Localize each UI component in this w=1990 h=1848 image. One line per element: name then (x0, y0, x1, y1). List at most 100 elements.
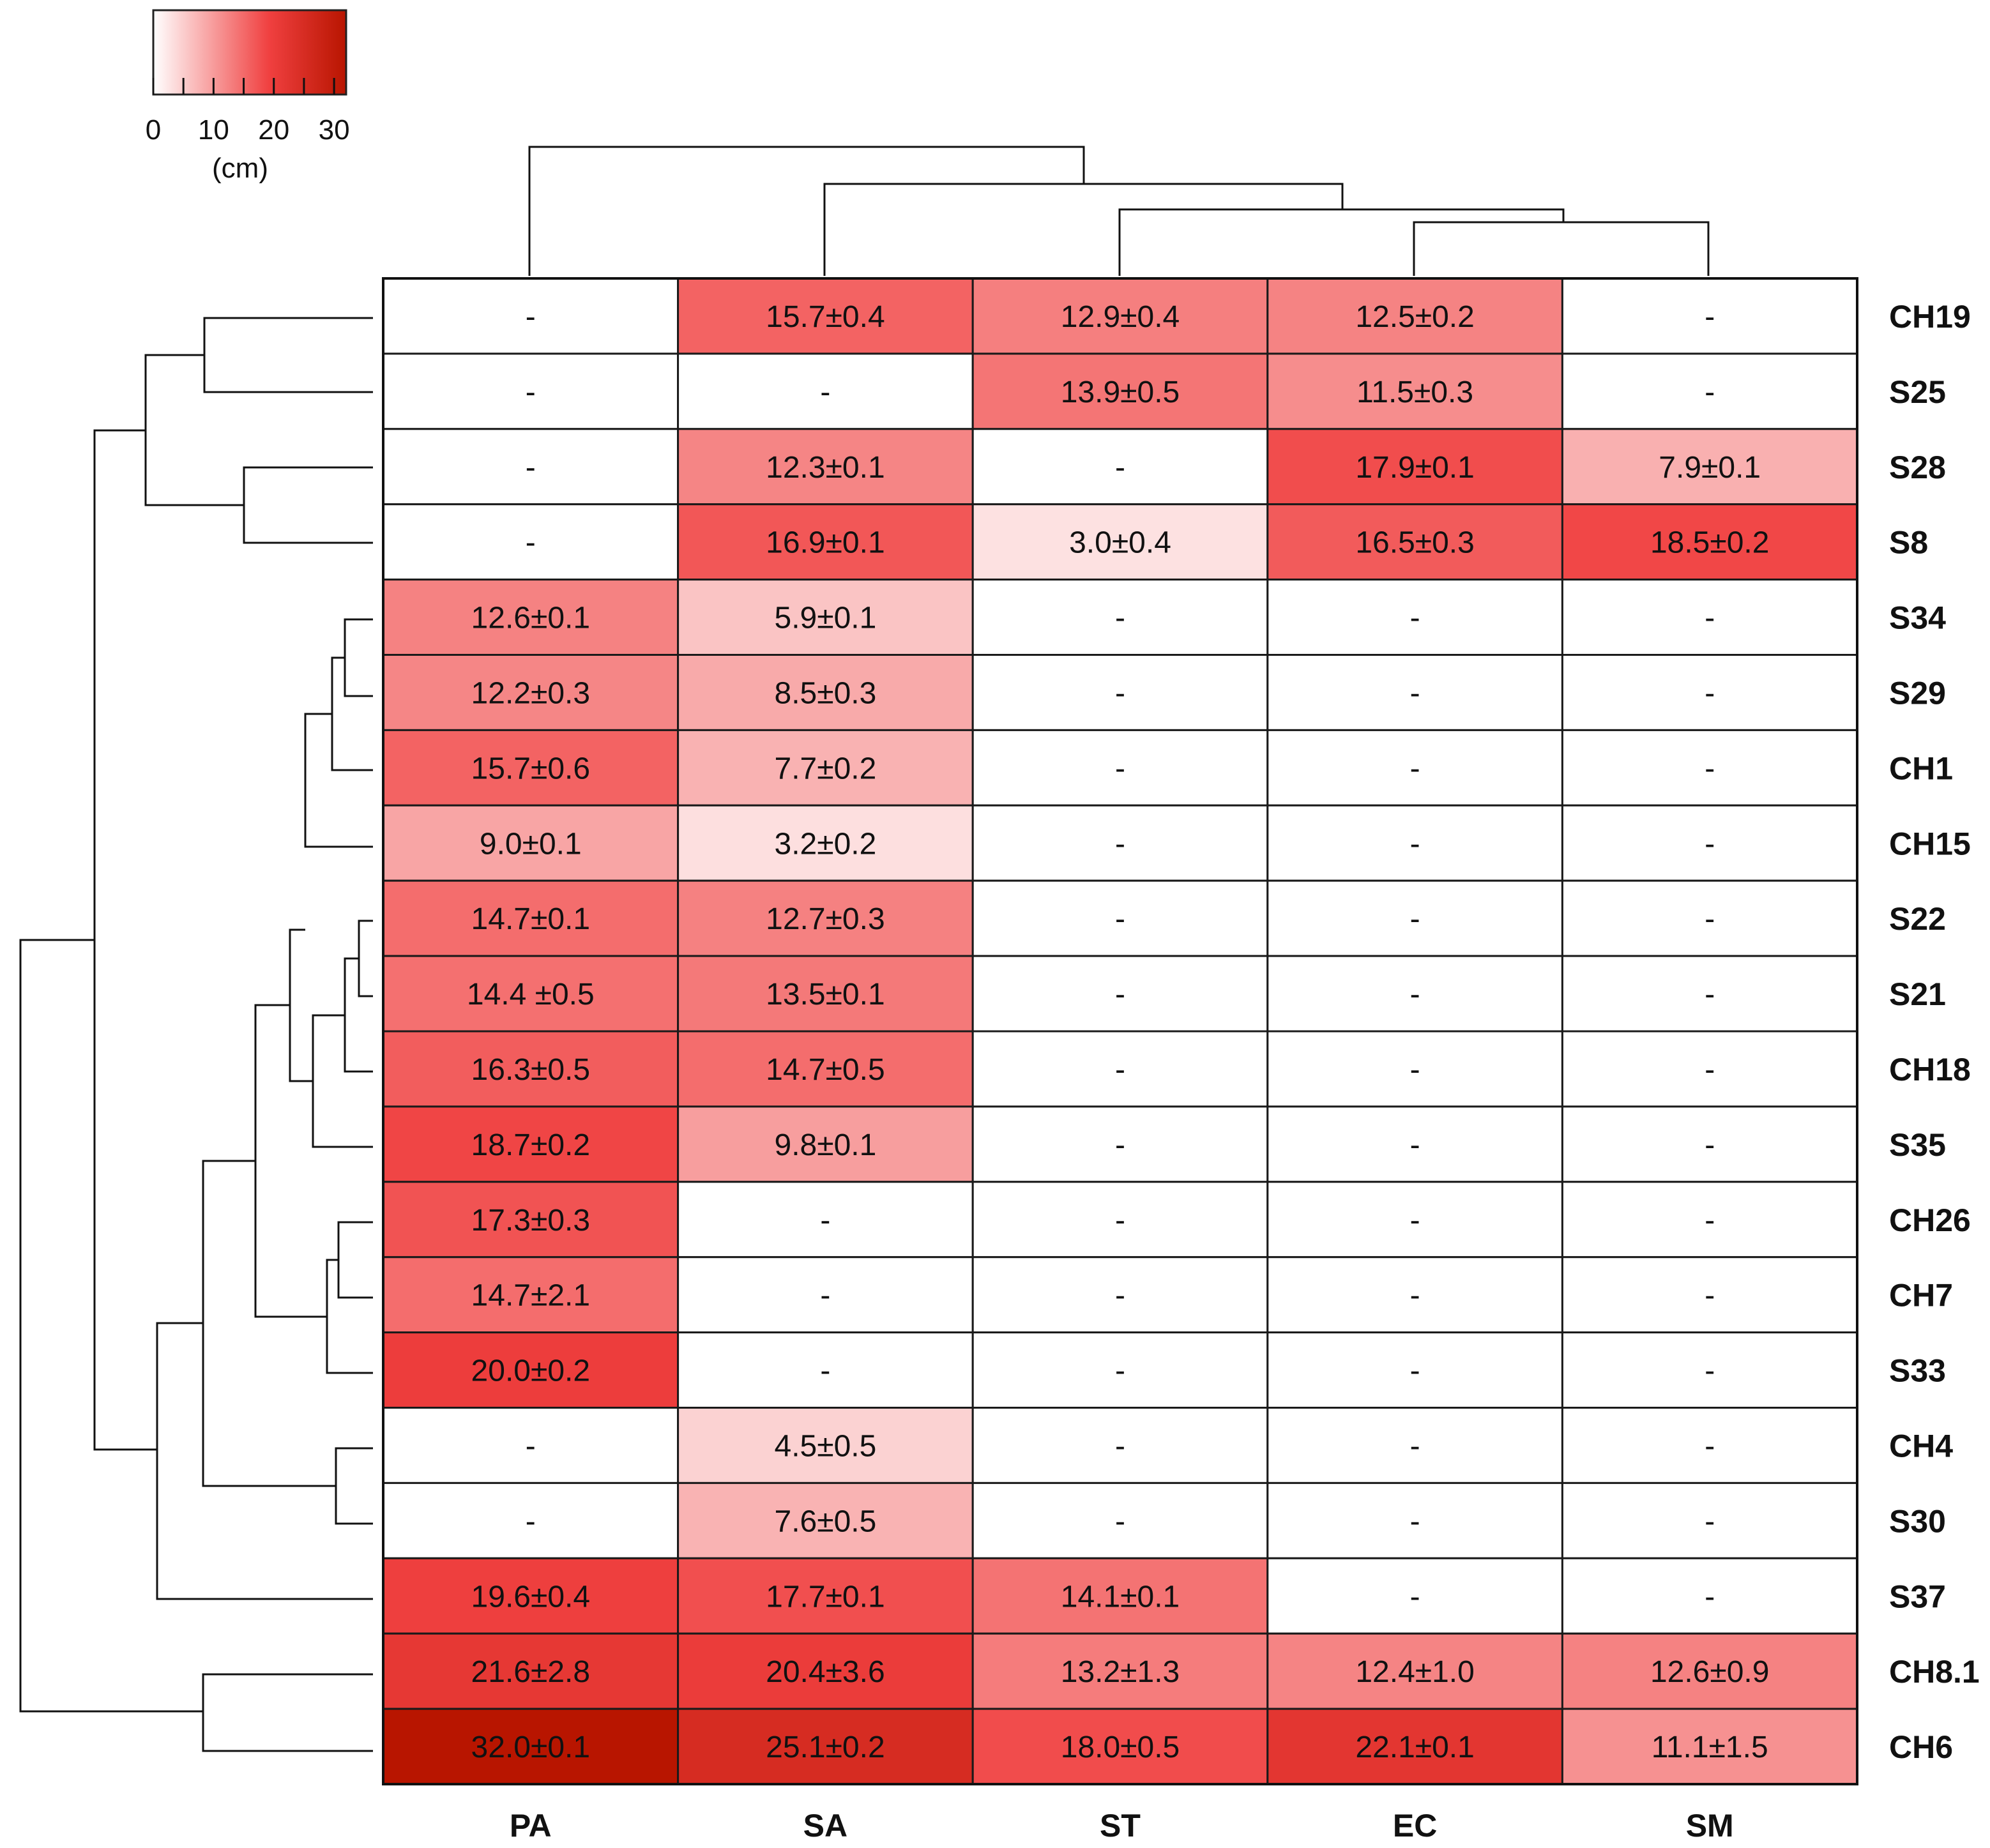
cell-value-label: - (1410, 902, 1420, 936)
cell-value-label: - (1705, 1279, 1715, 1313)
cell-value-label: - (1115, 902, 1125, 936)
cell-value-label: - (1115, 752, 1125, 785)
row-label: S8 (1889, 525, 1928, 561)
cell-value-label: - (1115, 978, 1125, 1011)
heatmap-cell (1266, 579, 1563, 656)
row-label: S33 (1889, 1353, 1946, 1389)
cell-value-label: - (1410, 1429, 1420, 1463)
row-label: CH26 (1889, 1202, 1971, 1238)
cell-value-label: 17.7±0.1 (766, 1580, 885, 1614)
cell-value-label: 12.9±0.4 (1061, 300, 1180, 334)
heatmap-cell (971, 955, 1269, 1033)
cell-value-label: - (1115, 1128, 1125, 1162)
cell-value-label: 18.5±0.2 (1650, 526, 1770, 560)
heatmap-cell (677, 654, 974, 731)
cell-value-label: 25.1±0.2 (766, 1731, 885, 1764)
cell-value-label: - (526, 1429, 536, 1463)
column-labels: PA SA ST EC SM (510, 1808, 1734, 1844)
cell-value-label: 13.2±1.3 (1061, 1655, 1180, 1689)
row-label: S35 (1889, 1127, 1946, 1163)
row-labels: CH19 S25 S28 S8 S34 S29 CH1 CH15 S22 S21 CH18 S35 CH… (1889, 299, 1980, 1765)
heatmap-cell (677, 352, 974, 430)
cell-value-label: 20.0±0.2 (471, 1354, 591, 1388)
heatmap-cell (382, 1030, 680, 1108)
heatmap-cell (971, 1331, 1269, 1409)
cell-value-label: - (1705, 752, 1715, 785)
cell-value-label: - (1115, 1354, 1125, 1388)
cell-value-label: - (1115, 827, 1125, 861)
column-label: EC (1393, 1808, 1437, 1844)
heatmap-cell (1561, 1481, 1858, 1559)
row-label: S37 (1889, 1579, 1946, 1614)
row-dendrogram (19, 317, 373, 1752)
heatmap-cell (1266, 729, 1563, 807)
cell-value-label: - (1705, 300, 1715, 334)
cell-value-label: - (1410, 1504, 1420, 1538)
cell-value-label: 12.2±0.3 (471, 676, 591, 710)
cell-value-label: 32.0±0.1 (471, 1731, 591, 1764)
cell-value-label: - (820, 1354, 830, 1388)
row-label: S22 (1889, 901, 1946, 937)
cell-value-label: 16.9±0.1 (766, 526, 885, 560)
cell-value-label: - (1410, 602, 1420, 635)
cell-value-label: - (1705, 375, 1715, 409)
heatmap-cell (677, 804, 974, 882)
row-label: S25 (1889, 374, 1946, 410)
heatmap-cell (1561, 579, 1858, 656)
heatmap-border (382, 277, 1858, 1785)
cell-value-label: - (820, 1204, 830, 1238)
cell-value-label: - (1705, 1504, 1715, 1538)
cell-value-label: 8.5±0.3 (775, 676, 877, 710)
heatmap-cell (1561, 955, 1858, 1033)
cell-value-label: 12.5±0.2 (1355, 300, 1475, 334)
heatmap-cell (1266, 1256, 1563, 1334)
cell-value-label: - (1410, 1279, 1420, 1313)
cell-value-label: 17.9±0.1 (1355, 451, 1475, 485)
cell-value-label: 14.1±0.1 (1061, 1580, 1180, 1614)
legend-ticks: 0 10 20 30 (146, 78, 350, 146)
heatmap-cell (382, 1481, 680, 1559)
cell-value-label: - (1705, 827, 1715, 861)
legend-unit-label: (cm) (212, 153, 268, 184)
cell-value-label: - (526, 451, 536, 485)
cell-value-label: - (1115, 1279, 1125, 1313)
legend-tick-label: 20 (258, 114, 289, 146)
cell-value-label: - (1705, 1429, 1715, 1463)
cell-value-label: - (1115, 1429, 1125, 1463)
row-label: CH18 (1889, 1052, 1971, 1087)
cell-value-label: 20.4±3.6 (766, 1655, 885, 1689)
cell-value-label: - (1115, 676, 1125, 710)
cell-value-label: - (1410, 827, 1420, 861)
cell-value-label: - (526, 1504, 536, 1538)
cell-value-label: 4.5±0.5 (775, 1429, 877, 1463)
cell-value-label: - (1410, 1354, 1420, 1388)
cell-value-label: 11.5±0.3 (1356, 375, 1473, 409)
heatmap-cell (1561, 804, 1858, 882)
cell-value-label: 7.7±0.2 (775, 752, 877, 785)
cell-value-label: - (1115, 451, 1125, 485)
column-label: PA (510, 1808, 552, 1844)
cell-value-label: 11.1±1.5 (1652, 1731, 1768, 1764)
heatmap-cell (677, 879, 974, 957)
heatmap-cell (1561, 1105, 1858, 1183)
heatmap-cell (1266, 1105, 1563, 1183)
cell-value-label: 12.4±1.0 (1355, 1655, 1475, 1689)
heatmap-cell (1561, 352, 1858, 430)
cell-value-label: 15.7±0.4 (766, 300, 885, 334)
cell-value-label: 18.0±0.5 (1061, 1731, 1180, 1764)
heatmap-cell (971, 1407, 1269, 1484)
heatmap-cell (677, 277, 974, 355)
row-label: CH1 (1889, 750, 1953, 786)
column-label: ST (1100, 1808, 1141, 1844)
heatmap-cell (382, 579, 680, 656)
cell-value-label: - (820, 375, 830, 409)
row-label: CH15 (1889, 826, 1971, 861)
heatmap-cell (1561, 428, 1858, 506)
row-label: CH7 (1889, 1278, 1953, 1314)
heatmap-cell (1266, 1708, 1563, 1785)
heatmap-cell (971, 729, 1269, 807)
heatmap-cell (1266, 804, 1563, 882)
heatmap-cell (1561, 729, 1858, 807)
heatmap-cell (1266, 1331, 1563, 1409)
cell-value-label: - (1705, 1128, 1715, 1162)
